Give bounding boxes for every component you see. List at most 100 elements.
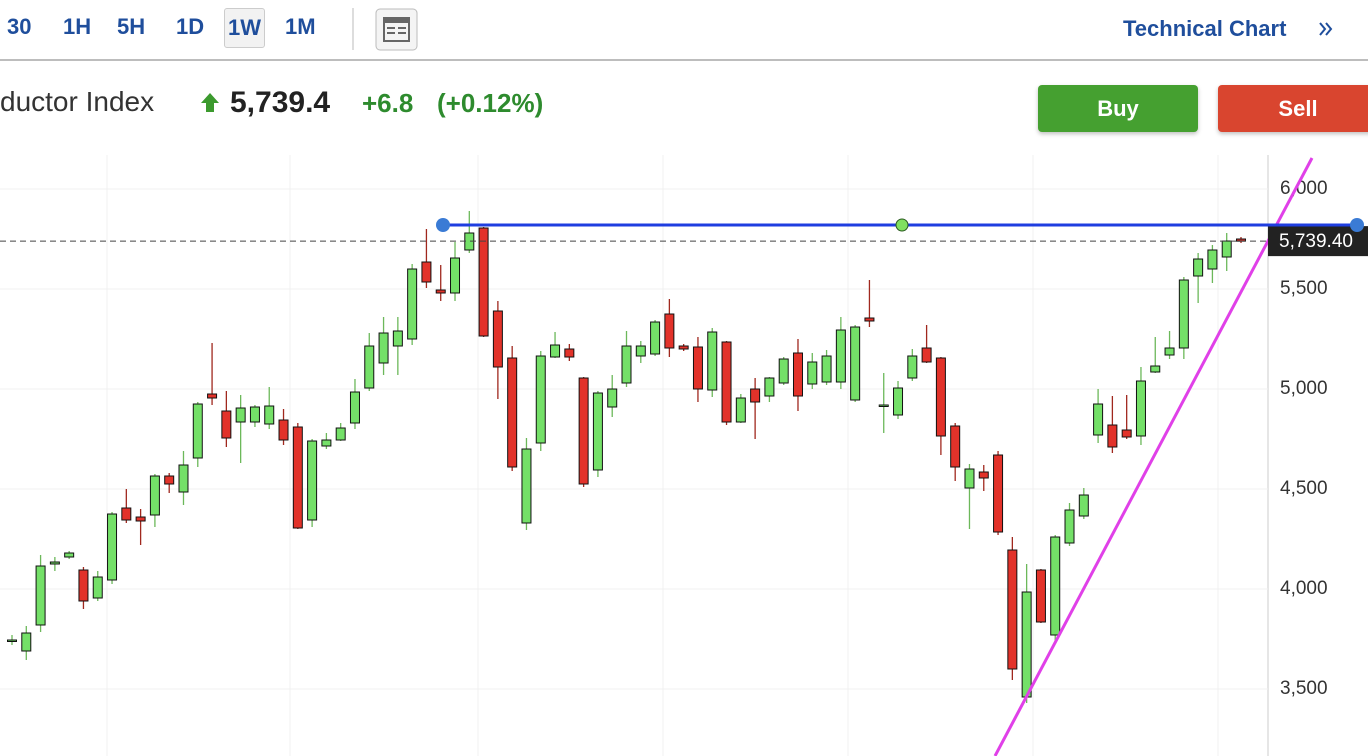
interval-button[interactable]: 1D	[176, 14, 205, 39]
candle-body	[335, 427, 346, 441]
candle-body	[178, 464, 189, 493]
candle-body	[521, 448, 532, 524]
layout-icon[interactable]	[375, 8, 418, 51]
candle-body	[1078, 494, 1089, 517]
candle-body	[707, 331, 718, 391]
candle-body	[1164, 347, 1175, 356]
trend-line[interactable]	[993, 157, 1314, 756]
candle-body	[721, 341, 732, 423]
buy-button[interactable]: Buy	[1038, 85, 1198, 132]
candle-body	[378, 332, 389, 364]
line-midpoint	[895, 218, 909, 232]
candle-body	[492, 310, 503, 368]
candle-body	[535, 355, 546, 444]
candle-body	[192, 403, 203, 459]
candle-body	[778, 358, 789, 384]
candle-body	[435, 289, 446, 294]
y-tick-label: 4,000	[1280, 578, 1328, 599]
y-tick-label: 5,000	[1280, 378, 1328, 399]
candle-body	[835, 329, 846, 383]
change-percent: (+0.12%)	[437, 88, 544, 118]
candle-body	[907, 355, 918, 379]
candle-body	[1150, 365, 1161, 373]
candle-body	[1035, 569, 1046, 623]
last-price-label: 5,739.40	[1279, 231, 1353, 252]
candle-body	[1064, 509, 1075, 544]
candle-body	[278, 419, 289, 441]
candle-body	[921, 347, 932, 363]
candle-body	[107, 513, 118, 581]
candle-body	[764, 377, 775, 397]
y-tick-label: 5,500	[1280, 278, 1328, 299]
candle-body	[1207, 249, 1218, 270]
candle-body	[592, 392, 603, 471]
candle-body	[307, 440, 318, 521]
candle-body	[621, 345, 632, 384]
candle-body	[321, 439, 332, 447]
candle-body	[950, 425, 961, 468]
candle-body	[64, 552, 75, 558]
candle-body	[1021, 591, 1032, 698]
candle-body	[964, 468, 975, 489]
interval-button[interactable]: 1W	[224, 8, 265, 48]
candle-body	[78, 569, 89, 602]
interval-button[interactable]: 30	[7, 14, 32, 39]
candle-body	[692, 346, 703, 390]
candle-body	[264, 405, 275, 425]
candle-body	[478, 227, 489, 337]
candle-body	[349, 391, 360, 424]
technical-chart-link[interactable]: Technical Chart	[1123, 16, 1287, 41]
candle-body	[149, 475, 160, 516]
candle-body	[121, 507, 132, 521]
candle-body	[407, 268, 418, 340]
candle-body	[550, 344, 561, 358]
candle-body	[450, 257, 461, 294]
candle-body	[1007, 549, 1018, 670]
candle-body	[135, 516, 146, 522]
vertical-grid	[106, 155, 1219, 756]
interval-button[interactable]: 5H	[117, 14, 146, 39]
interval-button[interactable]: 1H	[63, 14, 92, 39]
candle-body	[92, 576, 103, 599]
candle-body	[578, 377, 589, 485]
y-tick-label: 6,000	[1280, 178, 1328, 199]
candle-body	[850, 326, 861, 401]
candle-body	[1093, 403, 1104, 436]
candle-body	[292, 426, 303, 529]
candle-body	[21, 632, 32, 652]
candle-body	[864, 317, 875, 322]
line-handle	[436, 218, 450, 232]
last-price-box	[1268, 226, 1368, 257]
interval-button[interactable]: 1M	[285, 14, 316, 39]
candle-body	[735, 397, 746, 423]
candle-body	[392, 330, 403, 347]
candle-body	[507, 357, 518, 468]
chevron-icon	[1319, 22, 1333, 36]
line-handle	[1350, 218, 1364, 232]
candle-body	[1121, 429, 1132, 438]
candle-body	[650, 321, 661, 355]
candle-body	[821, 355, 832, 383]
candle-body	[935, 357, 946, 437]
candle-body	[1193, 258, 1204, 277]
candle-body	[221, 410, 232, 439]
candle-body	[249, 406, 260, 423]
candle-body	[978, 471, 989, 479]
candle-body	[750, 388, 761, 403]
candle-body	[564, 348, 575, 358]
candle-body	[207, 393, 218, 399]
candle-body	[49, 561, 60, 565]
candle-body	[1178, 279, 1189, 349]
candle-body	[364, 345, 375, 389]
candle-body	[792, 352, 803, 397]
candle-body	[1107, 424, 1118, 448]
candle-body	[664, 313, 675, 349]
candle-body	[635, 345, 646, 357]
candle-body	[993, 454, 1004, 533]
candle-body	[1221, 240, 1232, 258]
sell-button[interactable]: Sell	[1218, 85, 1368, 132]
y-tick-label: 3,500	[1280, 678, 1328, 699]
candle-body	[893, 387, 904, 416]
